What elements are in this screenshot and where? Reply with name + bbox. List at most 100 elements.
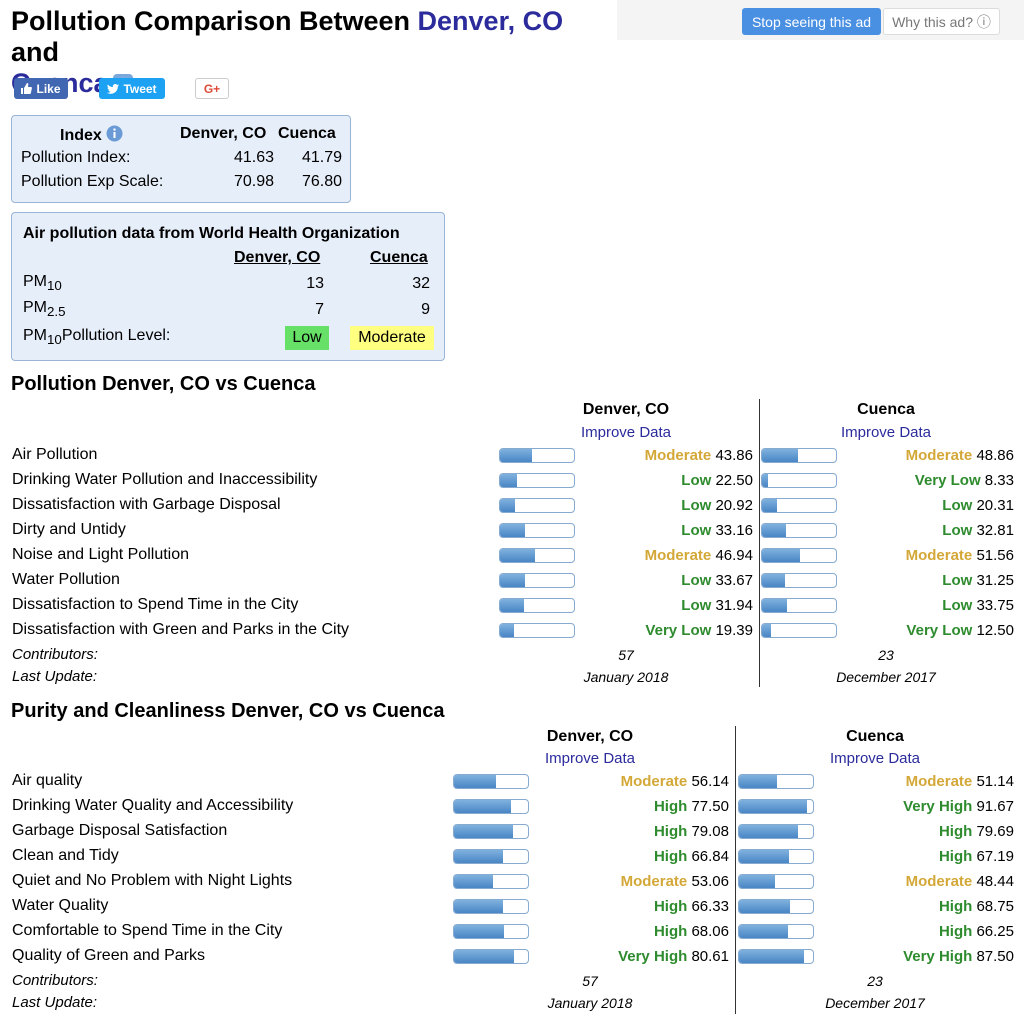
pollution-score-city1: Low 22.50 [583, 472, 753, 489]
pollution-score-bar-city1 [499, 473, 575, 488]
purity-score-bar-city2 [738, 874, 814, 889]
pollution-row-label: Dissatisfaction with Green and Parks in … [12, 621, 350, 638]
purity-score-city1: High 79.08 [559, 823, 729, 840]
pollution-rating-city1: Low [681, 472, 712, 489]
pm25-city1: 7 [315, 301, 324, 318]
purity-score-bar-city2 [738, 774, 814, 789]
pollution-value-city1: 31.94 [715, 597, 753, 614]
pollution-score-city2: Very Low 12.50 [844, 622, 1014, 639]
purity-score-bar-city1 [453, 849, 529, 864]
who-title: Air pollution data from World Health Org… [23, 225, 400, 242]
city1-link[interactable]: Denver, CO [417, 6, 564, 36]
pollution-rating-city2: Moderate [905, 547, 973, 564]
pollution-improve-data-city1-link[interactable]: Improve Data [580, 424, 672, 441]
pollution-score-bar-city1 [499, 498, 575, 513]
purity-city2-header: Cuenca [846, 728, 904, 745]
pollution-column-divider [759, 399, 760, 687]
pollution-index-city1: 41.63 [233, 149, 274, 166]
purity-score-bar-fill-city1 [454, 925, 505, 938]
purity-rating-city2: Very High [903, 948, 973, 965]
why-this-ad-button[interactable]: Why this ad? ⓘ [883, 8, 1000, 35]
pollution-rating-city2: Low [942, 572, 973, 589]
purity-score-bar-fill-city1 [454, 850, 504, 863]
purity-score-city2: High 79.69 [844, 823, 1014, 840]
pollution-exp-scale-city2: 76.80 [301, 173, 342, 190]
pollution-score-bar-fill-city2 [762, 574, 786, 587]
pollution-score-bar-city2 [761, 448, 837, 463]
pollution-rating-city1: Very Low [645, 622, 712, 639]
pollution-index-label: Pollution Index: [21, 149, 131, 166]
pollution-score-bar-fill-city2 [762, 449, 799, 462]
level-pm-text: PM [23, 327, 47, 344]
pollution-rating-city1: Low [681, 572, 712, 589]
purity-score-bar-fill-city1 [454, 775, 496, 788]
purity-value-city1: 56.14 [691, 773, 729, 790]
pollution-score-bar-city1 [499, 548, 575, 563]
pollution-score-bar-fill-city1 [500, 449, 533, 462]
pollution-value-city1: 19.39 [715, 622, 753, 639]
pollution-value-city1: 43.86 [715, 447, 753, 464]
purity-rating-city2: High [938, 898, 973, 915]
pollution-rating-city2: Low [942, 597, 973, 614]
purity-contributors-city2: 23 [867, 973, 883, 989]
purity-section-title: Purity and Cleanliness Denver, CO vs Cue… [11, 700, 445, 722]
pollution-index-city2: 41.79 [301, 149, 342, 166]
stop-seeing-ad-button[interactable]: Stop seeing this ad [742, 8, 881, 35]
purity-score-bar-city1 [453, 949, 529, 964]
purity-score-city2: Very High 91.67 [844, 798, 1014, 815]
pollution-score-bar-city2 [761, 473, 837, 488]
pollution-contributors-city1: 57 [618, 647, 634, 663]
purity-rating-city2: Moderate [905, 773, 973, 790]
info-icon[interactable] [106, 125, 123, 142]
pollution-score-city2: Low 31.25 [844, 572, 1014, 589]
purity-improve-data-city2-link[interactable]: Improve Data [829, 750, 921, 767]
purity-score-city2: Very High 87.50 [844, 948, 1014, 965]
purity-score-bar-city2 [738, 849, 814, 864]
purity-improve-data-city1-link[interactable]: Improve Data [544, 750, 636, 767]
pollution-value-city1: 33.16 [715, 522, 753, 539]
purity-rating-city2: Very High [903, 798, 973, 815]
pollution-improve-data-city2-link[interactable]: Improve Data [840, 424, 932, 441]
purity-contributors-city1: 57 [582, 973, 598, 989]
pollution-city2-header: Cuenca [857, 401, 915, 418]
purity-score-bar-city2 [738, 949, 814, 964]
pm10-level-city2-badge: Moderate [350, 326, 434, 350]
purity-score-city2: High 68.75 [844, 898, 1014, 915]
pollution-row-label: Water Pollution [12, 571, 120, 588]
pollution-section-title: Pollution Denver, CO vs Cuenca [11, 373, 316, 395]
pollution-score-city1: Low 31.94 [583, 597, 753, 614]
pollution-score-bar-fill-city2 [762, 524, 787, 537]
purity-score-bar-city1 [453, 924, 529, 939]
pollution-score-bar-fill-city1 [500, 599, 524, 612]
purity-score-bar-city1 [453, 799, 529, 814]
purity-value-city1: 66.84 [691, 848, 729, 865]
pm10-city2: 32 [412, 275, 430, 292]
pollution-score-city1: Low 33.67 [583, 572, 753, 589]
tweet-button[interactable]: Tweet [99, 78, 165, 99]
facebook-like-button[interactable]: Like [14, 78, 68, 99]
pollution-row-label: Dissatisfaction with Garbage Disposal [12, 496, 281, 513]
pollution-rating-city1: Moderate [644, 547, 712, 564]
purity-rating-city1: High [653, 848, 688, 865]
purity-row-label: Comfortable to Spend Time in the City [12, 922, 283, 939]
pollution-value-city2: 48.86 [976, 447, 1014, 464]
purity-value-city2: 68.75 [976, 898, 1014, 915]
who-city2-header: Cuenca [370, 249, 428, 266]
pm25-sub: 2.5 [47, 304, 66, 320]
who-air-pollution-box: Air pollution data from World Health Org… [11, 212, 445, 361]
pollution-contributors-label: Contributors: [12, 646, 98, 663]
pollution-score-city2: Low 33.75 [844, 597, 1014, 614]
twitter-bird-icon [107, 83, 120, 94]
pollution-last-update-city1: January 2018 [583, 669, 669, 685]
like-label: Like [36, 81, 61, 96]
purity-row-label: Clean and Tidy [12, 847, 119, 864]
purity-score-bar-city2 [738, 799, 814, 814]
pollution-rating-city1: Low [681, 522, 712, 539]
google-plus-button[interactable]: G+ [195, 78, 229, 99]
index-header-city2: Cuenca [278, 125, 336, 142]
pollution-score-bar-city1 [499, 448, 575, 463]
pollution-city1-header: Denver, CO [582, 401, 670, 418]
purity-rating-city1: High [653, 898, 688, 915]
pollution-score-city2: Moderate 51.56 [844, 547, 1014, 564]
level-pm-sub: 10 [47, 332, 62, 348]
